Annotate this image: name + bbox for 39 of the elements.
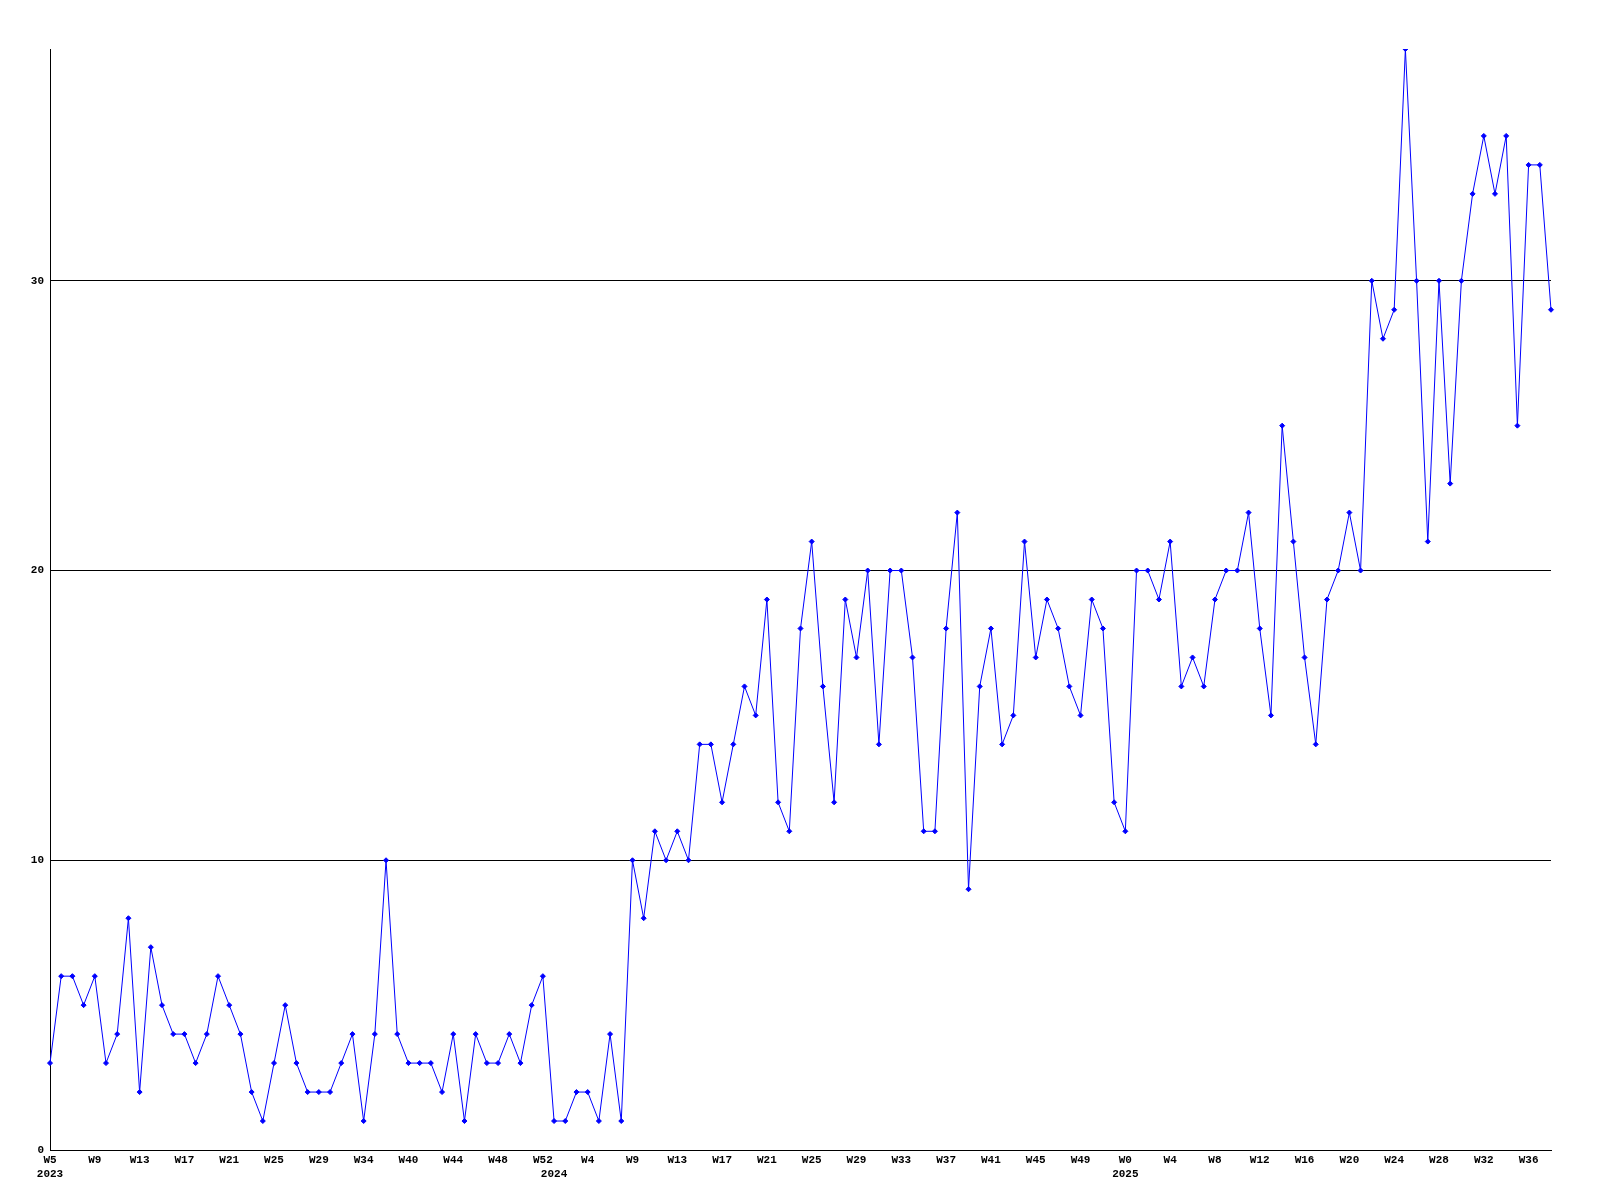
x-tick-label: W20 <box>1339 1154 1360 1167</box>
x-tick-label: W21 <box>756 1154 778 1167</box>
x-tick-label: W40 <box>398 1154 419 1167</box>
x-tick-label: W44 <box>443 1154 464 1167</box>
x-tick-label: W41 <box>981 1154 1002 1167</box>
x-tick-label: W29 <box>308 1154 329 1167</box>
x-tick-label: W12 <box>1249 1154 1270 1167</box>
x-tick-label: W0 2025 <box>1112 1154 1139 1180</box>
x-tick-label: W45 <box>1025 1154 1047 1167</box>
x-tick-label: W8 <box>1208 1154 1222 1167</box>
y-tick-label: 10 <box>30 854 44 867</box>
x-tick-label: W49 <box>1070 1154 1091 1167</box>
x-tick-label: W29 <box>846 1154 867 1167</box>
x-tick-label: W5 2023 <box>36 1154 64 1180</box>
x-tick-label: W25 <box>264 1154 285 1167</box>
x-tick-label: W16 <box>1294 1154 1315 1167</box>
x-tick-label: 2024 <box>540 1167 568 1180</box>
x-tick-label: W9 <box>88 1154 102 1167</box>
x-tick-label: W4 <box>581 1154 595 1167</box>
x-tick-label: W52 <box>532 1154 553 1167</box>
x-tick-label: W36 <box>1518 1154 1539 1167</box>
x-tick-label: W48 <box>488 1154 509 1167</box>
x-tick-label: W25 <box>801 1154 822 1167</box>
x-tick-label: W32 <box>1473 1154 1494 1167</box>
x-tick-label: W28 <box>1429 1154 1450 1167</box>
x-tick-label: W17 <box>174 1154 195 1167</box>
x-tick-label: W13 <box>129 1154 150 1167</box>
y-tick-label: 0 <box>37 1143 44 1156</box>
y-tick-label: 20 <box>30 564 44 577</box>
x-tick-label: W21 <box>219 1154 240 1167</box>
y-tick-label: 30 <box>30 274 44 287</box>
x-tick-label: W9 <box>625 1154 640 1167</box>
x-tick-label: W24 <box>1384 1154 1405 1167</box>
x-tick-label: W33 <box>891 1154 912 1167</box>
x-tick-label: W34 <box>353 1154 374 1167</box>
x-tick-label: W13 <box>667 1154 688 1167</box>
x-tick-label: W4 <box>1163 1154 1178 1167</box>
x-tick-label: W17 <box>712 1154 732 1167</box>
x-tick-label: W37 <box>936 1154 957 1167</box>
